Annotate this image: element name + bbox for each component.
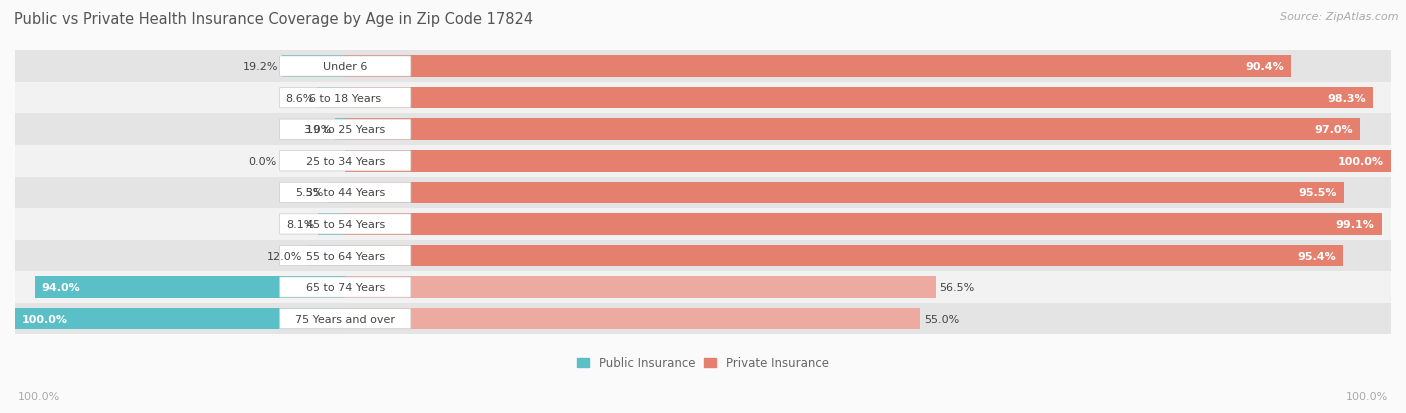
Text: 5.5%: 5.5% [295, 188, 323, 198]
Text: 35 to 44 Years: 35 to 44 Years [305, 188, 385, 198]
Text: 8.1%: 8.1% [287, 219, 315, 229]
Bar [336, 119, 346, 140]
FancyBboxPatch shape [280, 151, 411, 171]
Bar [346, 88, 1374, 109]
Legend: Public Insurance, Private Insurance: Public Insurance, Private Insurance [578, 356, 828, 370]
Bar [346, 277, 936, 298]
Bar [15, 114, 1391, 146]
FancyBboxPatch shape [280, 88, 411, 109]
FancyBboxPatch shape [280, 183, 411, 203]
Text: 65 to 74 Years: 65 to 74 Years [305, 282, 385, 292]
Bar [305, 245, 346, 267]
Bar [15, 209, 1391, 240]
Bar [316, 88, 346, 109]
Bar [319, 214, 346, 235]
Bar [15, 177, 1391, 209]
Text: 95.4%: 95.4% [1298, 251, 1336, 261]
Text: 90.4%: 90.4% [1244, 62, 1284, 72]
Text: 19.2%: 19.2% [243, 62, 278, 72]
Text: Under 6: Under 6 [323, 62, 367, 72]
Bar [15, 308, 346, 330]
Text: 99.1%: 99.1% [1336, 219, 1375, 229]
Text: 55 to 64 Years: 55 to 64 Years [305, 251, 385, 261]
FancyBboxPatch shape [280, 246, 411, 266]
Text: 8.6%: 8.6% [285, 93, 314, 103]
Text: 3.0%: 3.0% [304, 125, 332, 135]
FancyBboxPatch shape [280, 57, 411, 77]
Bar [346, 151, 1391, 172]
Bar [346, 56, 1291, 78]
Bar [346, 308, 921, 330]
Text: 56.5%: 56.5% [939, 282, 974, 292]
Text: 100.0%: 100.0% [22, 314, 67, 324]
Bar [15, 272, 1391, 303]
Bar [15, 51, 1391, 83]
Text: 12.0%: 12.0% [267, 251, 302, 261]
FancyBboxPatch shape [280, 309, 411, 329]
Text: 75 Years and over: 75 Years and over [295, 314, 395, 324]
Bar [346, 119, 1360, 140]
Text: 0.0%: 0.0% [249, 157, 277, 166]
Bar [328, 182, 346, 204]
Bar [15, 240, 1391, 272]
Text: 45 to 54 Years: 45 to 54 Years [305, 219, 385, 229]
FancyBboxPatch shape [280, 120, 411, 140]
Text: 100.0%: 100.0% [1346, 391, 1388, 401]
Bar [281, 56, 346, 78]
Bar [35, 277, 346, 298]
Text: 100.0%: 100.0% [1339, 157, 1384, 166]
Bar [346, 182, 1344, 204]
Text: 98.3%: 98.3% [1327, 93, 1367, 103]
Text: 100.0%: 100.0% [18, 391, 60, 401]
FancyBboxPatch shape [280, 214, 411, 235]
Text: 95.5%: 95.5% [1299, 188, 1337, 198]
Text: 19 to 25 Years: 19 to 25 Years [305, 125, 385, 135]
Text: Public vs Private Health Insurance Coverage by Age in Zip Code 17824: Public vs Private Health Insurance Cover… [14, 12, 533, 27]
Text: 25 to 34 Years: 25 to 34 Years [305, 157, 385, 166]
Bar [346, 245, 1343, 267]
Text: 94.0%: 94.0% [42, 282, 80, 292]
Bar [15, 146, 1391, 177]
Text: 6 to 18 Years: 6 to 18 Years [309, 93, 381, 103]
Text: 55.0%: 55.0% [924, 314, 959, 324]
Bar [15, 303, 1391, 335]
Bar [346, 214, 1382, 235]
Text: 97.0%: 97.0% [1315, 125, 1353, 135]
Bar [15, 83, 1391, 114]
Text: Source: ZipAtlas.com: Source: ZipAtlas.com [1281, 12, 1399, 22]
FancyBboxPatch shape [280, 277, 411, 297]
